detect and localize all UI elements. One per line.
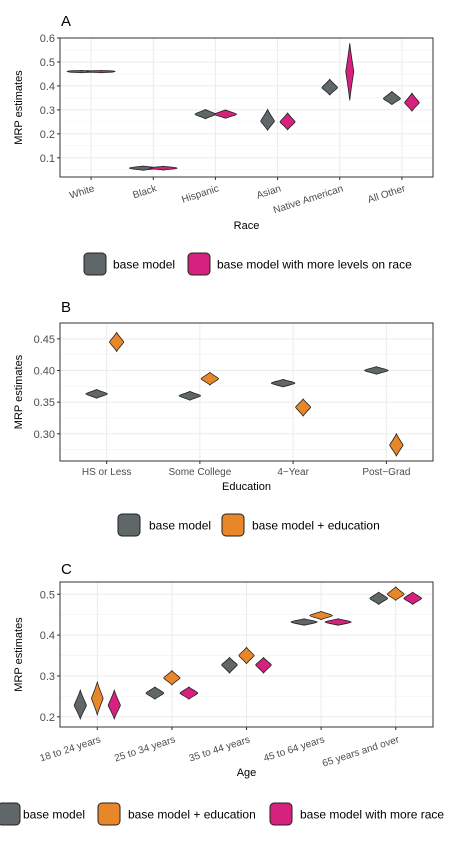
panel-b: B 0.30 0.35 0.40 0.45 HS or Less Some College 4… bbox=[13, 299, 434, 537]
violin-mark bbox=[321, 78, 338, 96]
violin-mark bbox=[279, 112, 296, 131]
x-tick-label: 35 to 44 years bbox=[188, 734, 252, 764]
violin-mark bbox=[178, 390, 202, 401]
legend-key bbox=[83, 252, 107, 276]
violin-mark bbox=[309, 610, 333, 621]
series-1 bbox=[91, 586, 405, 717]
violin-mark bbox=[107, 688, 121, 721]
legend-key bbox=[97, 802, 121, 826]
x-tick-label: 65 years and over bbox=[321, 734, 401, 769]
violin-mark bbox=[382, 90, 401, 106]
x-tick-label: Some College bbox=[168, 467, 231, 478]
x-tick-label: Native American bbox=[272, 183, 345, 216]
legend-key bbox=[221, 513, 245, 537]
y-axis-title: MRP estimates bbox=[13, 617, 25, 692]
x-tick-label: All Other bbox=[366, 183, 407, 206]
violin-mark bbox=[86, 69, 116, 74]
violin-mark bbox=[386, 586, 405, 601]
series-0 bbox=[66, 69, 401, 171]
x-tick-label: Post−Grad bbox=[362, 467, 410, 478]
series-0 bbox=[73, 591, 388, 721]
y-tick-label: 0.2 bbox=[40, 129, 55, 141]
x-tick-label: Black bbox=[132, 183, 160, 201]
x-tick-label: Hispanic bbox=[180, 183, 220, 205]
y-tick-label: 0.4 bbox=[40, 81, 55, 93]
violin-mark bbox=[295, 398, 312, 417]
series-2 bbox=[107, 591, 422, 721]
violin-mark bbox=[369, 591, 388, 605]
panel-c: C 0.2 0.3 0.4 0.5 18 to 24 years 25 to 34 year… bbox=[0, 561, 444, 826]
y-tick-label: 0.1 bbox=[40, 153, 55, 165]
y-tick-label: 0.45 bbox=[34, 334, 55, 346]
violin-mark bbox=[200, 371, 220, 386]
violin-mark bbox=[255, 656, 272, 674]
legend-key bbox=[187, 252, 211, 276]
violin-mark bbox=[163, 670, 181, 686]
violin-mark bbox=[145, 686, 165, 700]
x-axis-title: Education bbox=[222, 481, 271, 493]
series-1 bbox=[109, 331, 404, 457]
violin-mark bbox=[238, 646, 255, 665]
panel-border bbox=[59, 322, 434, 462]
violin-mark bbox=[403, 591, 422, 605]
panel-letter: C bbox=[61, 561, 72, 578]
y-axis-title: MRP estimates bbox=[13, 70, 25, 145]
panel-letter: B bbox=[61, 299, 71, 316]
y-tick-label: 0.2 bbox=[40, 712, 55, 724]
y-tick-label: 0.4 bbox=[40, 630, 55, 642]
violin-mark bbox=[91, 680, 104, 717]
x-tick-label: 25 to 34 years bbox=[113, 734, 177, 764]
legend-label: base model + education bbox=[252, 519, 380, 533]
violin-mark bbox=[270, 378, 296, 388]
x-tick-label: 4−Year bbox=[277, 467, 309, 478]
y-axis-title: MRP estimates bbox=[13, 354, 25, 429]
series-0 bbox=[85, 366, 389, 401]
violin-mark bbox=[389, 432, 404, 457]
y-tick-label: 0.35 bbox=[34, 397, 55, 409]
violin-mark bbox=[179, 686, 199, 700]
y-tick-label: 0.6 bbox=[40, 33, 55, 45]
violin-mark bbox=[404, 92, 420, 112]
legend-label: base model bbox=[113, 258, 175, 272]
y-tick-label: 0.40 bbox=[34, 365, 55, 377]
y-tick-label: 0.5 bbox=[40, 589, 55, 601]
y-tick-label: 0.5 bbox=[40, 57, 55, 69]
violin-mark bbox=[213, 109, 237, 119]
legend-label: base model bbox=[23, 808, 85, 822]
legend-key bbox=[117, 513, 141, 537]
x-tick-label: White bbox=[68, 183, 96, 201]
violin-mark bbox=[148, 165, 178, 171]
series-1 bbox=[86, 43, 420, 171]
x-tick-label: 45 to 64 years bbox=[262, 734, 326, 764]
x-tick-label: HS or Less bbox=[82, 467, 131, 478]
legend-label: base model with more levels on race bbox=[217, 258, 412, 272]
x-tick-label: Asian bbox=[255, 183, 282, 201]
violin-mark bbox=[73, 688, 87, 721]
panel-letter: A bbox=[61, 13, 71, 30]
violin-mark bbox=[324, 618, 352, 626]
violin-mark bbox=[345, 43, 355, 101]
x-tick-label: 18 to 24 years bbox=[39, 734, 103, 764]
y-tick-label: 0.3 bbox=[40, 105, 55, 117]
violin-mark bbox=[221, 656, 238, 674]
panel-a: A 0.1 0.2 0.3 0.4 0.5 0.6 White Black Hispanic Asi… bbox=[13, 13, 434, 276]
violin-mark bbox=[290, 618, 318, 626]
violin-mark bbox=[364, 366, 389, 375]
y-tick-label: 0.3 bbox=[40, 671, 55, 683]
legend-label: base model + education bbox=[128, 808, 256, 822]
violin-mark bbox=[85, 389, 108, 399]
legend-key bbox=[269, 802, 293, 826]
panel-border bbox=[59, 37, 434, 178]
legend-label: base model bbox=[149, 519, 211, 533]
legend-key bbox=[0, 802, 21, 826]
violin-mark bbox=[194, 108, 217, 120]
violin-mark bbox=[109, 331, 125, 353]
violin-mark bbox=[260, 108, 275, 132]
y-tick-label: 0.30 bbox=[34, 429, 55, 441]
legend-label: base model with more race bbox=[300, 808, 444, 822]
x-axis-title: Race bbox=[234, 220, 260, 232]
x-axis-title: Age bbox=[237, 767, 257, 779]
